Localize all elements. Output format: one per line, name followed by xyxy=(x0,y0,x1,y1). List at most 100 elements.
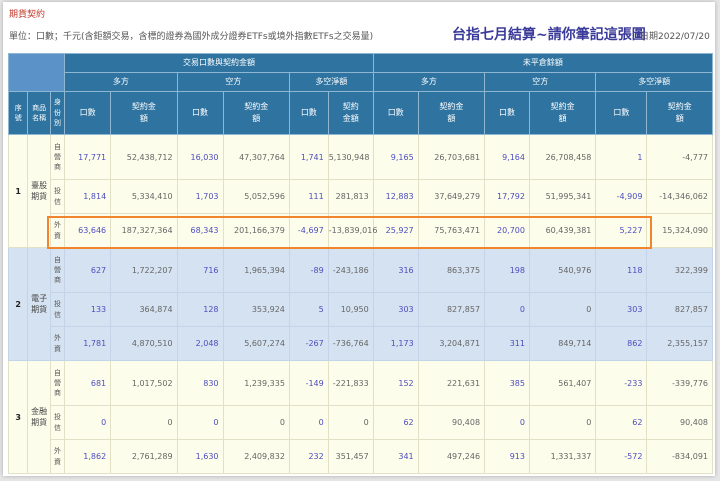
table-row: 外資 1,781 4,870,510 2,048 5,607,274 -267 -736,7… xyxy=(9,326,713,361)
header-lots: 口數 xyxy=(595,91,648,135)
identity-text: 投信 xyxy=(54,187,62,206)
cell-lots: 12,883 xyxy=(372,179,419,214)
table-row: 外資 1,862 2,761,289 1,630 2,409,832 232 351,457… xyxy=(9,439,713,474)
identity-investment-trust: 投信 xyxy=(49,405,66,440)
row-index: 2 xyxy=(7,247,29,361)
table-body: 1 臺股期貨 自營商 17,771 52,438,712 16,030 47,307,764… xyxy=(7,134,713,474)
cell-amount: -243,186 xyxy=(327,247,374,293)
product-name: 電子期貨 xyxy=(27,247,51,361)
cell-lots: 17,771 xyxy=(64,134,112,180)
product-name-text: 臺股期貨 xyxy=(31,180,48,201)
cell-amount: -339,776 xyxy=(646,360,713,406)
cell-amount: 1,965,394 xyxy=(222,247,290,293)
cell-lots: 862 xyxy=(595,326,648,361)
cell-lots: -572 xyxy=(595,439,648,474)
cell-lots: 830 xyxy=(176,360,224,406)
cell-amount: 2,409,832 xyxy=(222,439,290,474)
cell-lots: 1 xyxy=(595,134,648,180)
cell-amount: 5,130,948 xyxy=(327,134,374,180)
header-trading-net: 多空淨額 xyxy=(288,72,374,92)
cell-amount: -4,777 xyxy=(646,134,713,180)
cell-lots: -4,909 xyxy=(595,179,648,214)
cell-amount: 497,246 xyxy=(417,439,486,474)
cell-lots: 0 xyxy=(176,405,224,440)
header-amount: 契約金額 xyxy=(110,91,178,135)
header-amount: 契約金額 xyxy=(646,91,713,135)
cell-lots: 128 xyxy=(176,292,224,327)
unit-note: 單位：口數；千元(含鉅額交易，含標的證券為國外成分證券ETFs或境外指數ETFs… xyxy=(9,32,374,42)
cell-amount: 364,874 xyxy=(110,292,178,327)
cell-lots: 716 xyxy=(176,247,224,293)
header-corner xyxy=(7,53,66,92)
cell-lots: 20,700 xyxy=(484,213,530,248)
header-lots: 口數 xyxy=(288,91,329,135)
cell-lots: 0 xyxy=(288,405,329,440)
cell-amount: 52,438,712 xyxy=(110,134,178,180)
cell-amount: 5,334,410 xyxy=(110,179,178,214)
cell-amount: 47,307,764 xyxy=(222,134,290,180)
identity-dealer: 自營商 xyxy=(49,360,66,406)
identity-text: 自營商 xyxy=(54,255,62,285)
header-identity: 身份別 xyxy=(49,91,66,135)
cell-lots: 316 xyxy=(372,247,419,293)
header-index: 序號 xyxy=(7,91,29,135)
cell-amount: 5,607,274 xyxy=(222,326,290,361)
cell-amount: 827,857 xyxy=(417,292,486,327)
cell-amount: -221,833 xyxy=(327,360,374,406)
cell-lots: 5 xyxy=(288,292,329,327)
cell-lots: 0 xyxy=(484,405,530,440)
row-index: 3 xyxy=(7,360,29,474)
cell-amount: 10,950 xyxy=(327,292,374,327)
cell-amount: 187,327,364 xyxy=(110,213,178,248)
cell-amount: 26,703,681 xyxy=(417,134,486,180)
cell-lots: 198 xyxy=(484,247,530,293)
cell-amount: 0 xyxy=(222,405,290,440)
table-row: 2 電子期貨 自營商 627 1,722,207 716 1,965,394 -89 -243,… xyxy=(7,247,713,361)
cell-lots: -233 xyxy=(595,360,648,406)
header-lots: 口數 xyxy=(484,91,530,135)
table-row: 1 臺股期貨 自營商 17,771 52,438,712 16,030 47,307,764… xyxy=(7,134,713,248)
cell-amount: 2,355,157 xyxy=(646,326,713,361)
cell-amount: 4,870,510 xyxy=(110,326,178,361)
header-amount: 契約金額 xyxy=(417,91,486,135)
cell-amount: 540,976 xyxy=(528,247,597,293)
cell-amount: -14,346,062 xyxy=(646,179,713,214)
cell-amount: 60,439,381 xyxy=(528,213,597,248)
cell-amount: 221,631 xyxy=(417,360,486,406)
cell-lots: 232 xyxy=(288,439,329,474)
cell-amount: 26,708,458 xyxy=(528,134,597,180)
table-row: 投信 1,814 5,334,410 1,703 5,052,596 111 281,813… xyxy=(9,179,713,214)
cell-amount: -834,091 xyxy=(646,439,713,474)
cell-lots: 118 xyxy=(595,247,648,293)
header-oi-short: 空方 xyxy=(484,72,597,92)
cell-amount: 1,331,337 xyxy=(528,439,597,474)
product-name-text: 電子期貨 xyxy=(31,293,48,314)
cell-lots: 341 xyxy=(372,439,419,474)
cell-amount: 90,408 xyxy=(417,405,486,440)
cell-lots: -267 xyxy=(288,326,329,361)
cell-lots: 2,048 xyxy=(176,326,224,361)
cell-lots: 1,630 xyxy=(176,439,224,474)
cell-amount: 201,166,379 xyxy=(222,213,290,248)
cell-lots: 681 xyxy=(64,360,112,406)
header-group-open-interest: 未平倉餘額 xyxy=(372,53,714,73)
cell-lots: 133 xyxy=(64,292,112,327)
cell-lots: 1,703 xyxy=(176,179,224,214)
identity-foreign: 外資 xyxy=(49,326,66,361)
cell-lots: 627 xyxy=(64,247,112,293)
header-oi-long: 多方 xyxy=(372,72,486,92)
cell-amount: -736,764 xyxy=(327,326,374,361)
cell-lots: 111 xyxy=(288,179,329,214)
cell-lots: 1,862 xyxy=(64,439,112,474)
cell-amount: 0 xyxy=(528,405,597,440)
table-row: 外資 63,646 187,327,364 68,343 201,166,379 -4,6… xyxy=(9,213,713,248)
header-trading-short: 空方 xyxy=(176,72,290,92)
section-title: 期貨契約 xyxy=(9,10,46,20)
cell-amount: 1,017,502 xyxy=(110,360,178,406)
cell-amount: -13,839,016 xyxy=(327,213,377,248)
cell-amount: 3,204,871 xyxy=(417,326,486,361)
cell-amount: 1,239,335 xyxy=(222,360,290,406)
identity-text: 投信 xyxy=(54,300,62,319)
cell-lots: 913 xyxy=(484,439,530,474)
header-amount: 契約金額 xyxy=(528,91,597,135)
